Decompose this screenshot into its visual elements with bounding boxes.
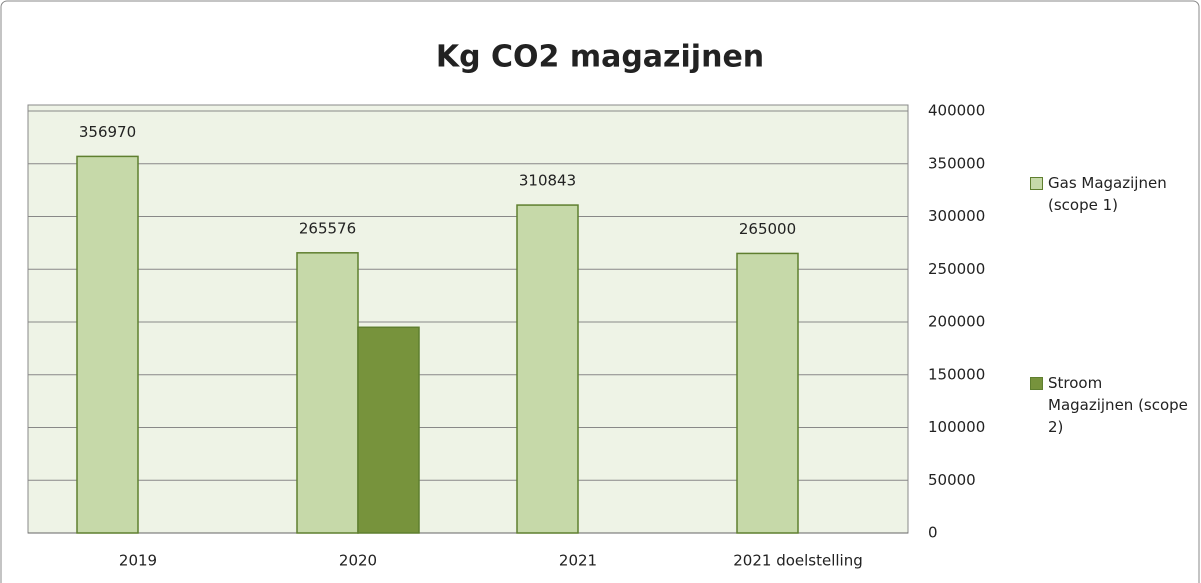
bar bbox=[357, 326, 420, 534]
data-label: 310843 bbox=[519, 172, 576, 190]
chart-title: Kg CO2 magazijnen bbox=[436, 40, 764, 75]
y-tick-label: 150000 bbox=[928, 365, 985, 383]
y-tick-label: 400000 bbox=[928, 102, 985, 120]
bar bbox=[296, 252, 359, 534]
data-label: 356970 bbox=[79, 123, 136, 141]
x-tick-label: 2021 doelstelling bbox=[733, 552, 863, 570]
legend-swatch bbox=[1030, 177, 1043, 190]
legend-item: Gas Magazijnen (scope 1) bbox=[1030, 172, 1188, 216]
data-label: 265576 bbox=[299, 219, 356, 237]
x-tick-label: 2020 bbox=[339, 552, 377, 570]
legend-label: Stroom Magazijnen (scope 2) bbox=[1048, 374, 1188, 436]
y-tick-label: 350000 bbox=[928, 154, 985, 172]
y-tick-label: 0 bbox=[928, 524, 938, 542]
data-label: 265000 bbox=[739, 220, 796, 238]
y-tick-label: 100000 bbox=[928, 418, 985, 436]
y-tick-label: 250000 bbox=[928, 260, 985, 278]
y-tick-label: 300000 bbox=[928, 207, 985, 225]
x-tick-label: 2021 bbox=[559, 552, 597, 570]
x-tick-label: 2019 bbox=[119, 552, 157, 570]
legend-item: Stroom Magazijnen (scope 2) bbox=[1030, 372, 1188, 438]
bar bbox=[76, 155, 139, 534]
legend-swatch bbox=[1030, 377, 1043, 390]
legend-label: Gas Magazijnen (scope 1) bbox=[1048, 174, 1167, 214]
bar bbox=[736, 252, 799, 534]
bar bbox=[516, 204, 579, 534]
y-tick-label: 50000 bbox=[928, 471, 976, 489]
y-tick-label: 200000 bbox=[928, 313, 985, 331]
